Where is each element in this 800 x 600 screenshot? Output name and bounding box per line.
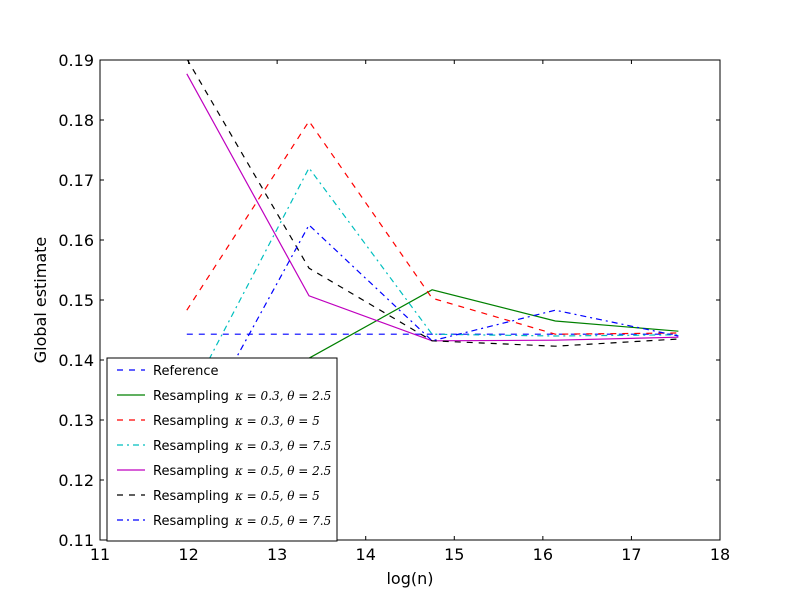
series-line-6 xyxy=(186,60,679,347)
y-tick-label: 0.18 xyxy=(58,111,94,130)
y-tick-label: 0.15 xyxy=(58,291,94,310)
y-tick-label: 0.14 xyxy=(58,351,94,370)
series-line-3 xyxy=(186,120,679,335)
x-tick-label: 15 xyxy=(444,545,464,564)
y-tick-label: 0.13 xyxy=(58,411,94,430)
legend-label-6: Resampling xyxy=(153,489,229,504)
x-axis-label: log(n) xyxy=(386,569,433,588)
legend-label-1: Reference xyxy=(153,364,218,379)
legend-label-4: Resampling xyxy=(153,439,229,454)
legend: Reference Resampling κ = 0.3, θ = 2.5 Resam… xyxy=(106,357,338,542)
x-tick-label: 14 xyxy=(356,545,376,564)
legend-label-3: Resampling xyxy=(153,414,229,429)
x-tick-label: 11 xyxy=(90,545,110,564)
series-line-5 xyxy=(186,73,679,342)
legend-formula-7: κ = 0.5, θ = 7.5 xyxy=(234,514,331,528)
legend-formula-2: κ = 0.3, θ = 2.5 xyxy=(234,389,331,403)
x-tick-label: 17 xyxy=(621,545,641,564)
x-tick-label: 16 xyxy=(533,545,553,564)
legend-formula-6: κ = 0.5, θ = 5 xyxy=(234,489,320,503)
x-tick-label: 18 xyxy=(710,545,730,564)
y-tick-label: 0.12 xyxy=(58,471,94,490)
legend-formula-3: κ = 0.3, θ = 5 xyxy=(234,414,320,428)
y-tick-label: 0.16 xyxy=(58,231,94,250)
legend-formula-4: κ = 0.3, θ = 7.5 xyxy=(234,439,331,453)
tick-layer: 11 12 13 14 15 16 17 18 0.11 0.12 0.13 0.14 0.15 0.16… xyxy=(58,51,730,564)
legend-label-7: Resampling xyxy=(153,514,229,529)
y-tick-label: 0.19 xyxy=(58,51,94,70)
series-line-4 xyxy=(186,166,679,403)
legend-box xyxy=(106,357,338,542)
legend-label-2: Resampling xyxy=(153,389,229,404)
legend-label-5: Resampling xyxy=(153,464,229,479)
legend-formula-5: κ = 0.5, θ = 2.5 xyxy=(234,464,331,478)
y-axis-label: Global estimate xyxy=(31,237,50,364)
x-tick-label: 13 xyxy=(267,545,287,564)
y-tick-label: 0.17 xyxy=(58,171,94,190)
x-tick-label: 12 xyxy=(178,545,198,564)
series-line-7 xyxy=(186,224,679,449)
y-tick-label: 0.11 xyxy=(58,531,94,550)
